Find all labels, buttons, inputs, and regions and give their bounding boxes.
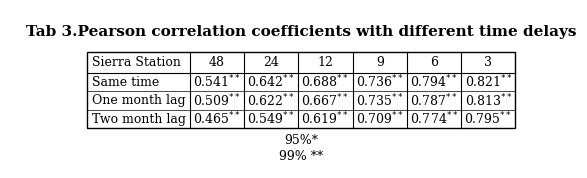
Text: Two month lag: Two month lag xyxy=(93,112,187,125)
Bar xyxy=(87,51,515,128)
Text: 0.787$^{**}$: 0.787$^{**}$ xyxy=(410,92,458,109)
Text: 0.736$^{**}$: 0.736$^{**}$ xyxy=(356,74,404,90)
Text: 12: 12 xyxy=(318,56,333,69)
Text: 24: 24 xyxy=(263,56,279,69)
Text: 0.549$^{**}$: 0.549$^{**}$ xyxy=(247,111,295,127)
Text: 6: 6 xyxy=(430,56,438,69)
Text: 0.794$^{**}$: 0.794$^{**}$ xyxy=(410,74,458,90)
Text: 0.774$^{**}$: 0.774$^{**}$ xyxy=(410,111,458,127)
Text: 0.688$^{**}$: 0.688$^{**}$ xyxy=(301,74,349,90)
Text: 0.667$^{**}$: 0.667$^{**}$ xyxy=(302,92,349,109)
Text: One month lag: One month lag xyxy=(93,94,186,107)
Text: 0.821$^{**}$: 0.821$^{**}$ xyxy=(464,74,512,90)
Text: 0.795$^{**}$: 0.795$^{**}$ xyxy=(464,111,512,127)
Text: 0.509$^{**}$: 0.509$^{**}$ xyxy=(193,92,241,109)
Text: 0.735$^{**}$: 0.735$^{**}$ xyxy=(356,92,404,109)
Text: 0.619$^{**}$: 0.619$^{**}$ xyxy=(301,111,349,127)
Text: 0.465$^{**}$: 0.465$^{**}$ xyxy=(193,111,241,127)
Text: 0.642$^{**}$: 0.642$^{**}$ xyxy=(247,74,295,90)
Text: 3: 3 xyxy=(484,56,492,69)
Text: 0.541$^{**}$: 0.541$^{**}$ xyxy=(193,74,241,90)
Text: 48: 48 xyxy=(209,56,225,69)
Text: 0.622$^{**}$: 0.622$^{**}$ xyxy=(247,92,295,109)
Text: Same time: Same time xyxy=(93,75,160,88)
Text: 0.709$^{**}$: 0.709$^{**}$ xyxy=(356,111,404,127)
Text: Tab 3.Pearson correlation coefficients with different time delays: Tab 3.Pearson correlation coefficients w… xyxy=(26,25,576,40)
Text: 99% **: 99% ** xyxy=(279,150,323,163)
Text: Sierra Station: Sierra Station xyxy=(93,56,181,69)
Text: 9: 9 xyxy=(376,56,384,69)
Text: 0.813$^{**}$: 0.813$^{**}$ xyxy=(464,92,512,109)
Text: 95%*: 95%* xyxy=(284,134,318,147)
